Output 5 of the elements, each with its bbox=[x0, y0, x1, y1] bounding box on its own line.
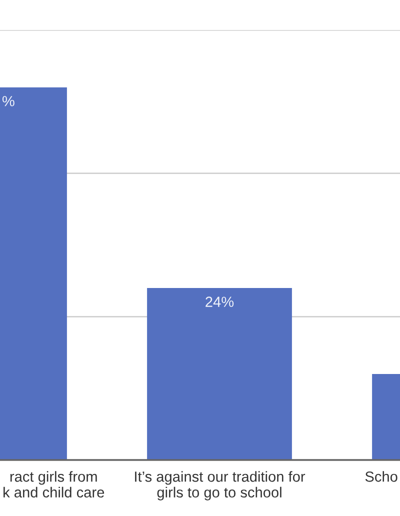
x-tick-label: Scho bbox=[365, 471, 398, 482]
data-label: % bbox=[2, 96, 14, 106]
x-tick-label: ract girls from k and child care bbox=[4, 471, 104, 498]
x-tick-label: It’s against our tradition for girls to go to school bbox=[135, 471, 306, 500]
data-label: 24% bbox=[206, 296, 234, 307]
